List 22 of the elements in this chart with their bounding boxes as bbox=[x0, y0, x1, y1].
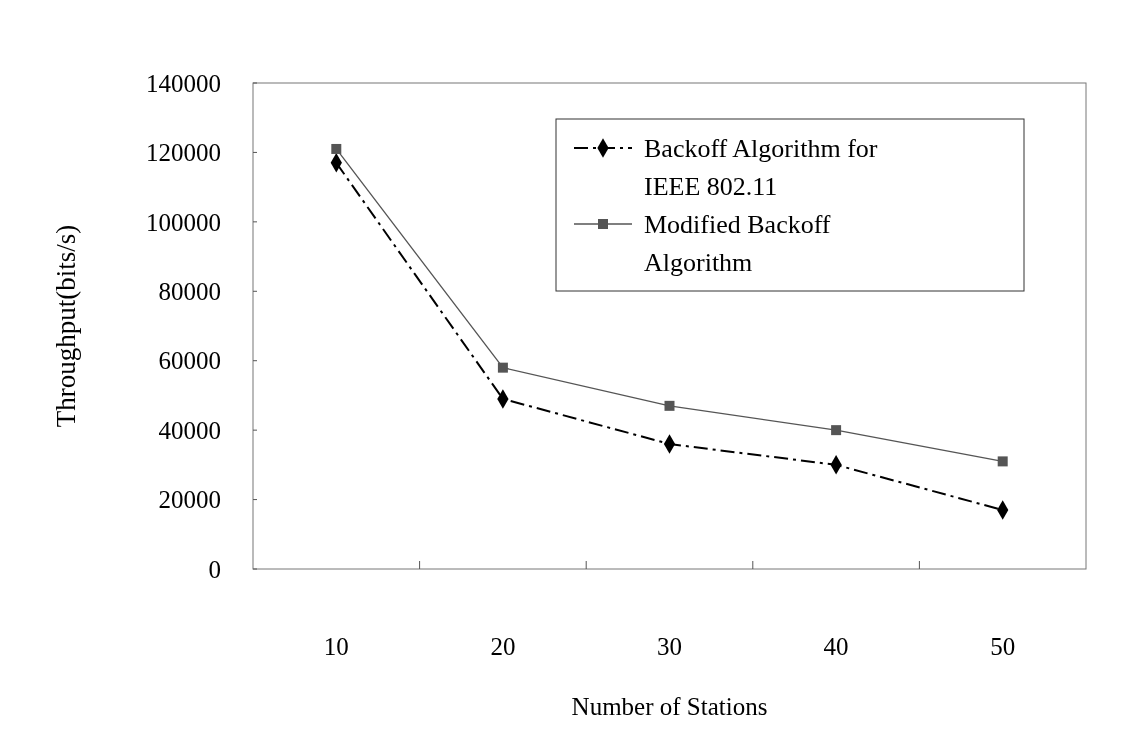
point bbox=[331, 143, 342, 154]
y-tick-label: 80000 bbox=[158, 278, 221, 306]
point bbox=[664, 400, 675, 411]
x-axis-title: Number of Stations bbox=[571, 693, 768, 720]
point bbox=[497, 362, 508, 373]
y-tick-label: 0 bbox=[208, 555, 221, 583]
x-tick-label: 40 bbox=[823, 633, 849, 660]
y-tick-label: 120000 bbox=[146, 139, 221, 167]
y-tick-label: 100000 bbox=[146, 208, 221, 236]
y-tick-label: 20000 bbox=[158, 486, 221, 514]
point bbox=[831, 425, 842, 436]
legend-label: Backoff Algorithm for IEEE 802.11 bbox=[644, 134, 878, 202]
x-tick-label: 10 bbox=[323, 633, 349, 660]
legend-label: Modified Backoff Algorithm bbox=[644, 210, 831, 278]
y-tick-label: 60000 bbox=[158, 347, 221, 375]
x-tick-label: 50 bbox=[990, 633, 1016, 660]
x-tick-label: 30 bbox=[657, 633, 682, 660]
point bbox=[997, 456, 1008, 467]
y-tick-label: 140000 bbox=[146, 69, 221, 97]
y-axis-title: Throughput(bits/s) bbox=[51, 224, 81, 428]
y-tick-label: 40000 bbox=[158, 416, 221, 444]
x-tick-label: 20 bbox=[490, 633, 516, 660]
